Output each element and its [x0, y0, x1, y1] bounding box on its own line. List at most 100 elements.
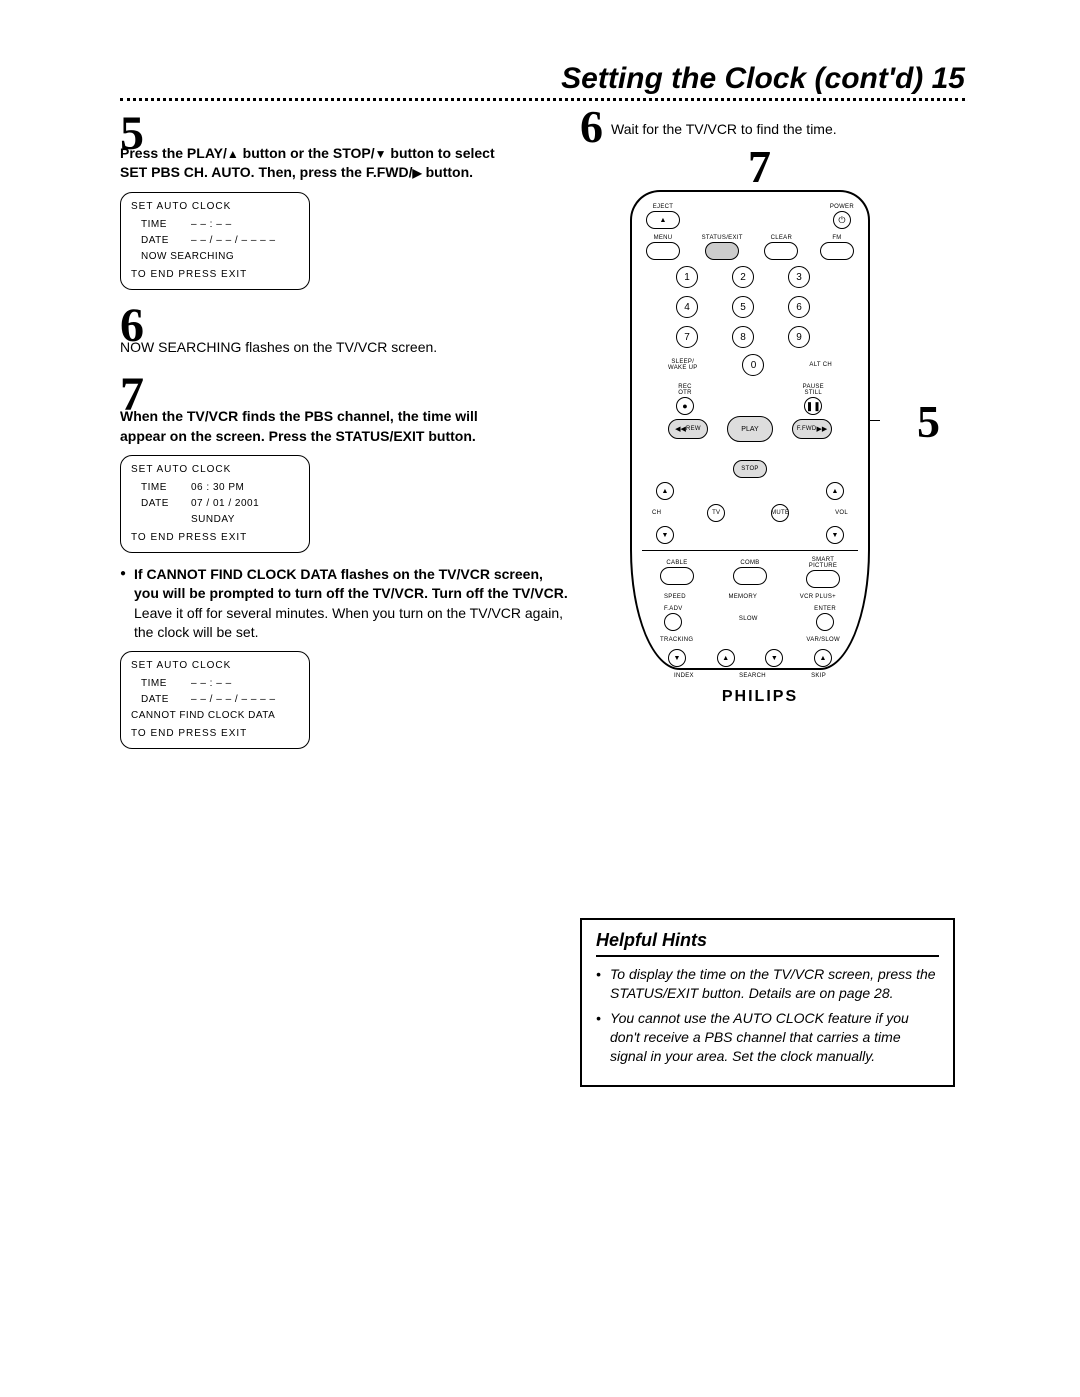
track-down-button[interactable]: ▼: [668, 649, 686, 667]
number-pad: 1 2 3 4 5 6 7 8 9: [646, 266, 854, 348]
tv-label: TV: [712, 510, 720, 516]
osd-footer: TO END PRESS EXIT: [131, 726, 299, 742]
play-label: PLAY: [741, 426, 758, 433]
rew-label: REW: [686, 426, 701, 432]
ffwd-label: F.FWD: [797, 426, 817, 432]
status-exit-button[interactable]: [705, 242, 739, 260]
cannot-rest: Leave it off for several minutes. When y…: [134, 605, 563, 641]
mute-label: MUTE: [771, 510, 789, 516]
num-1-button[interactable]: 1: [676, 266, 698, 288]
page-title: Setting the Clock (cont'd) 15: [561, 62, 965, 96]
page-number: 15: [932, 62, 965, 95]
step-7: 7 When the TV/VCR finds the PBS channel,…: [120, 371, 570, 446]
step-6: 6 NOW SEARCHING flashes on the TV/VCR sc…: [120, 302, 570, 358]
track-up-button[interactable]: ▲: [717, 649, 735, 667]
step-7-text: When the TV/VCR finds the PBS channel, t…: [120, 407, 570, 446]
speed-label: SPEED: [664, 594, 686, 600]
hints-title: Helpful Hints: [596, 930, 939, 957]
clear-label: CLEAR: [771, 235, 793, 241]
title-text: Setting the Clock (cont'd): [561, 62, 923, 95]
pause-button[interactable]: ❚❚: [804, 397, 822, 415]
var-up-button[interactable]: ▲: [814, 649, 832, 667]
num-6-button[interactable]: 6: [788, 296, 810, 318]
osd-date-label: DATE: [131, 233, 191, 249]
right-step-6-text: Wait for the TV/VCR to find the time.: [611, 110, 837, 140]
cannot-find-note: If CANNOT FIND CLOCK DATA flashes on the…: [120, 565, 570, 643]
num-4-button[interactable]: 4: [676, 296, 698, 318]
down-icon: ▼: [662, 532, 669, 539]
hints-list: To display the time on the TV/VCR screen…: [596, 965, 939, 1065]
clear-button[interactable]: [764, 242, 798, 260]
osd-searching: SET AUTO CLOCK TIME– – : – – DATE– – / –…: [120, 192, 310, 290]
tv-button[interactable]: TV: [707, 504, 725, 522]
t: button to select: [387, 145, 495, 161]
down-icon: ▼: [832, 532, 839, 539]
stop-button[interactable]: STOP: [733, 460, 767, 478]
down-button-2[interactable]: ▼: [826, 526, 844, 544]
comb-button[interactable]: [733, 567, 767, 585]
var-down-button[interactable]: ▼: [765, 649, 783, 667]
ffwd-button[interactable]: F.FWD▶▶: [792, 419, 832, 439]
osd-date-val: 07 / 01 / 2001: [191, 496, 259, 512]
down-icon: ▼: [771, 655, 778, 662]
slow-label: SLOW: [739, 616, 758, 622]
stop-label: STOP: [741, 466, 758, 472]
vol-label: VOL: [835, 510, 848, 516]
remote-illustration: 7 5 EJECT▲ POWER⏻ MENU STATUS/EXIT CLEAR…: [630, 190, 890, 706]
menu-label: MENU: [654, 235, 673, 241]
status-label: STATUS/EXIT: [702, 235, 743, 241]
hint-item: You cannot use the AUTO CLOCK feature if…: [596, 1009, 939, 1066]
num-5-button[interactable]: 5: [732, 296, 754, 318]
right-triangle-icon: ▶: [412, 165, 421, 181]
power-button[interactable]: ⏻: [833, 211, 851, 229]
cable-button[interactable]: [660, 567, 694, 585]
play-button[interactable]: PLAY: [727, 416, 773, 442]
rew-button[interactable]: ◀◀REW: [668, 419, 708, 439]
skip-label: SKIP: [811, 673, 826, 679]
sleep-label: SLEEP/ WAKE UP: [668, 359, 698, 371]
search-label: SEARCH: [694, 673, 811, 679]
rec-label: REC OTR: [678, 384, 692, 396]
smart-label: SMART PICTURE: [809, 557, 837, 569]
num-2-button[interactable]: 2: [732, 266, 754, 288]
power-label: POWER: [830, 204, 854, 210]
transport-controls: REC OTR● PAUSE STILL❚❚ PLAY ◀◀REW F.FWD▶…: [646, 384, 854, 474]
osd-time-val: 06 : 30 PM: [191, 480, 244, 496]
num-8-button[interactable]: 8: [732, 326, 754, 348]
osd-time-val: – – : – –: [191, 217, 232, 233]
right-column: 6 Wait for the TV/VCR to find the time. …: [580, 110, 965, 706]
enter-button[interactable]: [816, 613, 834, 631]
power-icon: ⏻: [838, 215, 845, 226]
t: SET PBS CH. AUTO. Then, press the F.FWD/: [120, 164, 412, 180]
vcrplus-label: VCR PLUS+: [800, 594, 836, 600]
rec-button[interactable]: ●: [676, 397, 694, 415]
osd-date-val: – – / – – / – – – –: [191, 233, 276, 249]
up-triangle-icon: ▲: [227, 146, 239, 162]
up-button[interactable]: ▲: [656, 482, 674, 500]
num-3-button[interactable]: 3: [788, 266, 810, 288]
num-0-button[interactable]: 0: [742, 354, 764, 376]
up-icon: ▲: [832, 488, 839, 495]
osd-time-label: TIME: [131, 217, 191, 233]
osd-time-label: TIME: [131, 676, 191, 692]
cable-label: CABLE: [666, 560, 687, 566]
fm-label: FM: [832, 235, 841, 241]
callout-5: 5: [917, 395, 940, 448]
osd-status: CANNOT FIND CLOCK DATA: [131, 708, 299, 724]
osd-footer: TO END PRESS EXIT: [131, 530, 299, 546]
hint-item: To display the time on the TV/VCR screen…: [596, 965, 939, 1003]
smart-button[interactable]: [806, 570, 840, 588]
mute-button[interactable]: MUTE: [771, 504, 789, 522]
fm-button[interactable]: [820, 242, 854, 260]
num-7-button[interactable]: 7: [676, 326, 698, 348]
num-9-button[interactable]: 9: [788, 326, 810, 348]
left-column: 5 Press the PLAY/▲ button or the STOP/▼ …: [120, 110, 570, 761]
up-icon: ▲: [662, 488, 669, 495]
down-button[interactable]: ▼: [656, 526, 674, 544]
fadv-button[interactable]: [664, 613, 682, 631]
varslow-label: VAR/SLOW: [806, 637, 840, 643]
menu-button[interactable]: [646, 242, 680, 260]
eject-button[interactable]: ▲: [646, 211, 680, 229]
up-button-2[interactable]: ▲: [826, 482, 844, 500]
t: Press the PLAY/: [120, 145, 227, 161]
